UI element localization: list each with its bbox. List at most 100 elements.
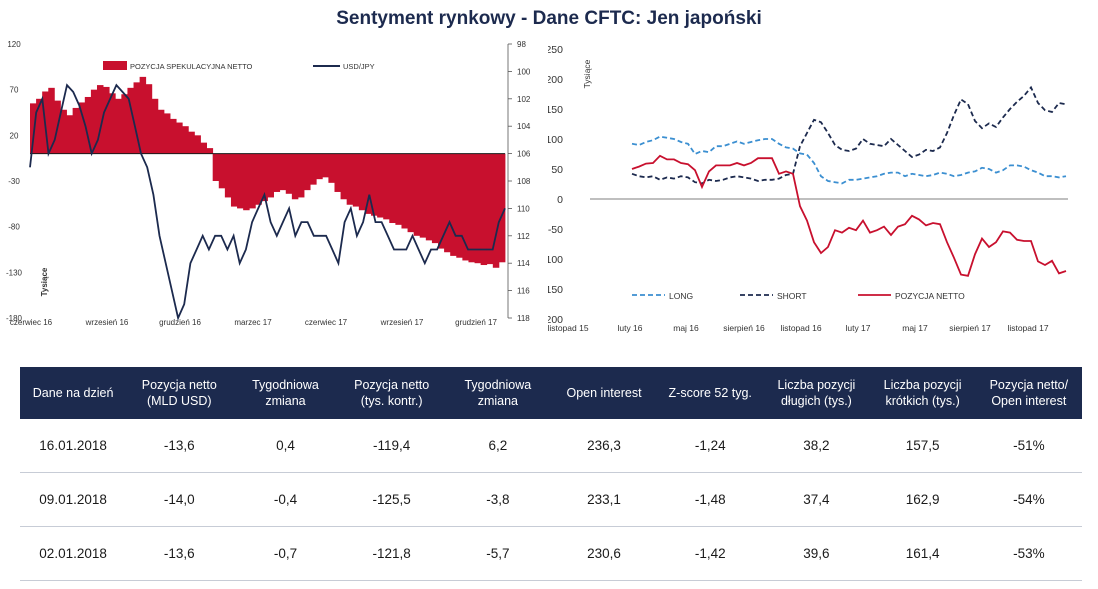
net-position-bar [78,102,86,154]
x-tick-label: listopad 16 [780,323,821,333]
legend-label-netto-line: POZYCJA NETTO [895,291,965,301]
net-position-bar [291,153,299,200]
net-position-bar [72,107,80,154]
table-cell: 09.01.2018 [20,472,127,527]
net-position-bar [431,153,439,244]
net-position-bar [480,153,488,266]
x-tick-label: grudzień 16 [159,318,201,327]
net-position-bar [103,86,110,154]
net-position-bar [371,153,378,216]
table-cell: -119,4 [338,419,445,473]
y-axis-label: Tysiące [40,267,49,296]
net-position-bar [407,153,415,233]
table-cell: 39,6 [763,526,870,581]
right-y-tick-label: 100 [517,67,531,76]
net-position-bar [322,153,329,178]
net-position-bar [133,82,141,154]
table-cell: -1,48 [657,472,764,527]
table-cell: -14,0 [126,472,233,527]
page-title: Sentyment rynkowy - Dane CFTC: Jen japoń… [336,8,762,29]
net-position-bar [425,153,433,241]
y-tick-label: 150 [548,104,563,116]
x-tick-label: luty 17 [845,323,870,333]
net-position-bar [255,153,262,205]
left-y-tick-label: -130 [6,268,23,277]
column-header: Liczba pozycji krótkich (tys.) [869,367,976,419]
y-tick-label: -50 [548,224,563,236]
net-position-bar [273,153,281,192]
y-axis-label: Tysiące [582,59,592,88]
x-tick-label: listopad 15 [548,323,589,333]
table-cell: 6,2 [444,419,551,473]
left-y-tick-label: 70 [10,86,19,95]
x-tick-label: wrzesień 17 [380,318,424,327]
y-tick-label: 200 [548,74,563,86]
net-position-bar [109,93,116,154]
y-tick-label: 0 [557,194,563,206]
net-position-bar [121,94,128,154]
net-position-bar [170,118,177,154]
net-position-bar [200,142,207,154]
net-position-bar [444,153,451,253]
x-tick-label: maj 17 [902,323,928,333]
table-row: 09.01.2018 -14,0 -0,4 -125,5 -3,8 233,1 -1,48 3… [20,472,1082,527]
net-position-bar [358,153,366,211]
net-position-bar [468,153,475,263]
net-position-bar [60,109,67,154]
table-cell: 37,4 [763,472,870,527]
table-cell: 233,1 [550,472,658,527]
net-position-bar [206,148,214,154]
net-position-bar [151,98,159,154]
table-cell: 230,6 [550,526,658,581]
net-position-bar [212,153,220,181]
right-y-tick-label: 114 [517,259,530,268]
x-tick-label: sierpień 17 [949,323,991,333]
y-tick-label: -200 [548,314,563,326]
y-tick-label: 250 [548,44,563,56]
net-position-bar [188,131,195,154]
net-position-bar [261,153,268,202]
usdjpy-line [29,83,506,321]
net-position-bar [96,85,104,154]
net-position-bar [218,153,226,189]
column-header: Pozycja netto (MLD USD) [126,367,233,419]
left-y-tick-label: -30 [8,177,20,186]
table-cell: -53% [975,526,1082,581]
netto-line [631,154,1067,277]
net-position-bar [310,153,317,185]
table-cell: -0,4 [232,472,339,527]
net-position-bar [157,109,165,154]
net-position-bar [492,153,500,268]
legend-label-short-line: SHORT [777,291,807,301]
x-tick-label: czerwiec 17 [305,318,348,327]
net-position-bar [377,153,384,218]
net-position-bar [364,153,372,214]
left-y-tick-label: -80 [8,223,20,232]
net-position-bar [182,126,189,154]
y-tick-label: 50 [551,164,563,176]
net-position-bar [139,76,147,154]
column-header: Z-score 52 tyg. [657,367,764,419]
table-cell: 02.01.2018 [20,526,127,581]
net-position-bar [383,153,390,220]
table-cell: 38,2 [763,419,870,473]
net-position-bar [230,153,238,207]
legend-label-usdjpy: USD/JPY [343,62,375,71]
column-header: Pozycja netto/ Open interest [975,367,1082,419]
table-cell: -1,42 [657,526,764,581]
short-line [631,85,1067,185]
net-position-bar [176,122,183,154]
net-position-bar [90,89,98,154]
net-position-bar [115,98,122,154]
net-position-bar [352,153,360,207]
table-cell: -121,8 [338,526,445,581]
left-y-tick-label: -180 [6,314,23,323]
x-tick-label: wrzesień 16 [85,318,129,327]
net-position-bar [194,135,201,154]
net-position-bar [413,153,421,236]
right-y-tick-label: 112 [517,232,530,241]
table-cell: 157,5 [869,419,976,473]
column-header: Tygodniowa zmiana [444,367,551,419]
right-y-tick-label: 104 [517,122,531,131]
legend-label-net: POZYCJA SPEKULACYJNA NETTO [130,62,253,71]
